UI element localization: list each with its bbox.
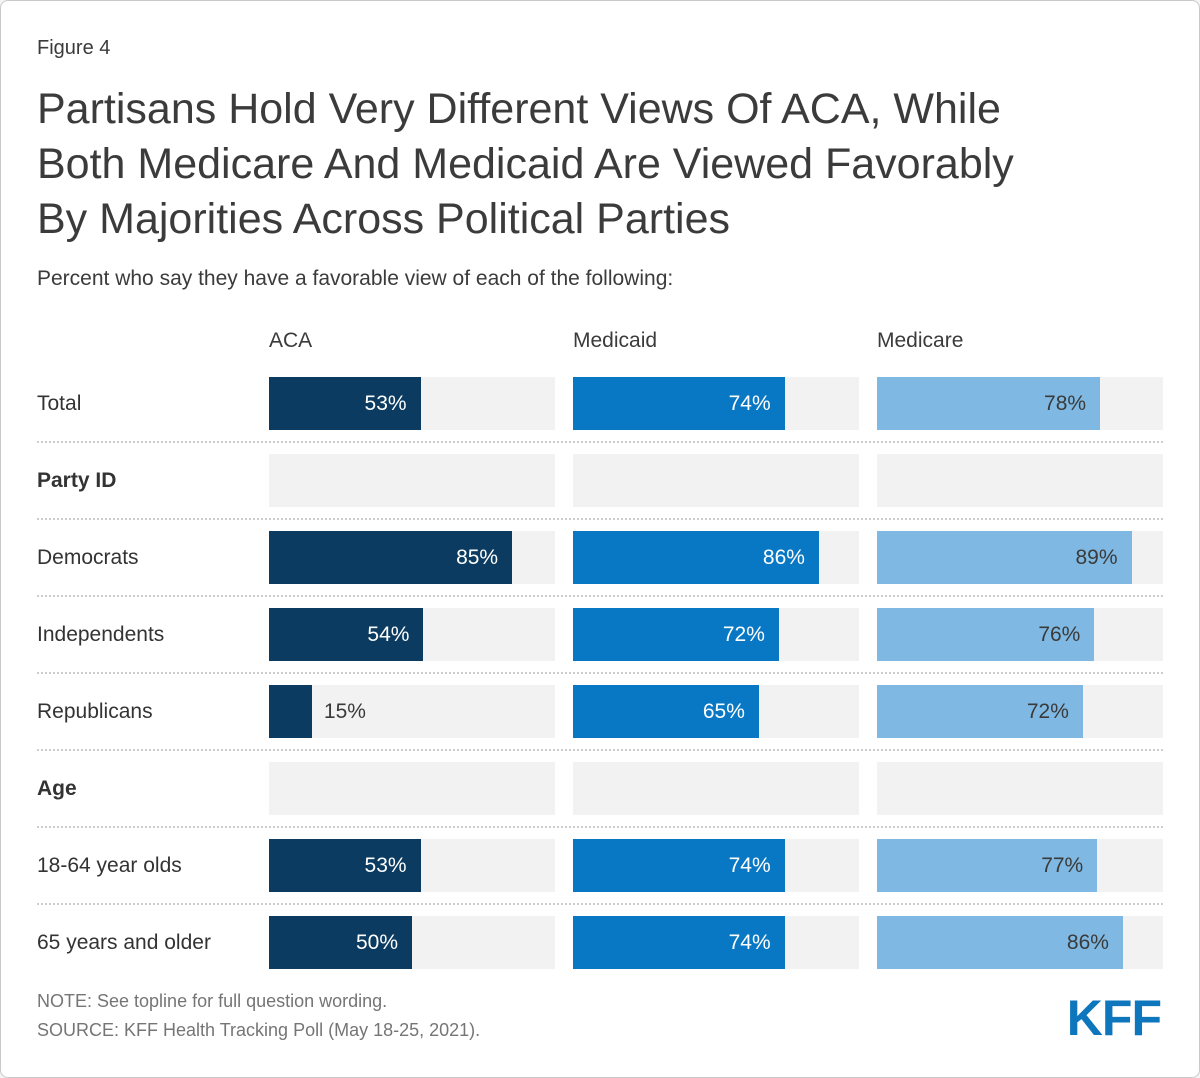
bar-value-label: 74% [728, 391, 771, 415]
bar-track: 74% [573, 916, 859, 969]
bar-fill: 50% [269, 916, 412, 969]
row-label: 18-64 year olds [37, 853, 182, 877]
bar-track: 74% [573, 377, 859, 430]
bar-track: 89% [877, 531, 1163, 584]
bar-track: 85% [269, 531, 555, 584]
data-row: 65 years and older 50% 74% 86% [37, 903, 1163, 980]
row-label: 65 years and older [37, 930, 211, 954]
bar-track: 53% [269, 839, 555, 892]
bar-value-label: 89% [1075, 545, 1118, 569]
bar-fill: 86% [877, 916, 1123, 969]
bar-track [269, 762, 555, 815]
bar-value-label: 86% [1066, 930, 1109, 954]
bar-fill: 85% [269, 531, 513, 584]
bar-value-label: 78% [1044, 391, 1087, 415]
bar-fill: 54% [269, 608, 424, 661]
row-label: Total [37, 391, 82, 415]
chart-subtitle: Percent who say they have a favorable vi… [37, 267, 674, 290]
data-row: 18-64 year olds 53% 74% 77% [37, 826, 1163, 903]
data-row: Democrats 85% 86% 89% [37, 518, 1163, 595]
column-header-aca: ACA [269, 329, 313, 352]
bar-value-label: 65% [702, 699, 745, 723]
bar-track: 86% [573, 531, 859, 584]
bar-value-label: 53% [364, 853, 407, 877]
source-text: SOURCE: KFF Health Tracking Poll (May 18… [37, 1020, 481, 1040]
bar-value-label: 74% [728, 930, 771, 954]
header-spacer [37, 329, 269, 353]
section-row: Party ID [37, 441, 1163, 518]
bar-value-label: 53% [364, 391, 407, 415]
bar-value-label: 72% [722, 622, 765, 646]
bar-fill: 53% [269, 377, 421, 430]
data-row: Total 53% 74% 78% [37, 366, 1163, 441]
bar-value-label: 54% [367, 622, 410, 646]
footer-notes: NOTE: See topline for full question word… [37, 987, 480, 1045]
bar-fill: 74% [573, 839, 785, 892]
bar-track: 15% [269, 685, 555, 738]
bar-fill: 53% [269, 839, 421, 892]
bar-track [269, 454, 555, 507]
bar-value-label: 76% [1038, 622, 1081, 646]
bar-fill: 65% [573, 685, 759, 738]
bar-chart: ACA Medicaid Medicare Total 53% 74% 78% Part… [37, 329, 1163, 980]
bar-fill: 77% [877, 839, 1098, 892]
bar-value-label: 15% [323, 699, 366, 723]
bar-fill [269, 685, 312, 738]
kff-logo: KFF [1066, 990, 1162, 1046]
bar-track [877, 454, 1163, 507]
title-line-3: By Majorities Across Political Parties [37, 195, 730, 243]
bar-track: 76% [877, 608, 1163, 661]
bar-track: 50% [269, 916, 555, 969]
data-row: Independents 54% 72% 76% [37, 595, 1163, 672]
row-label: Republicans [37, 699, 153, 723]
bar-track: 72% [877, 685, 1163, 738]
row-label: Age [37, 776, 77, 800]
bar-track [573, 762, 859, 815]
bar-value-label: 86% [762, 545, 805, 569]
row-label: Party ID [37, 468, 117, 492]
column-headers: ACA Medicaid Medicare [37, 329, 1163, 353]
bar-value-label: 77% [1041, 853, 1084, 877]
section-row: Age [37, 749, 1163, 826]
bar-fill: 72% [573, 608, 779, 661]
note-text: NOTE: See topline for full question word… [37, 991, 388, 1011]
bar-fill: 89% [877, 531, 1132, 584]
bar-value-label: 50% [355, 930, 398, 954]
bar-track [573, 454, 859, 507]
row-label: Independents [37, 622, 165, 646]
figure-label: Figure 4 [37, 37, 111, 59]
data-row: Republicans 15% 65% 72% [37, 672, 1163, 749]
bar-value-label: 85% [456, 545, 499, 569]
title-line-2: Both Medicare And Medicaid Are Viewed Fa… [37, 140, 1014, 188]
chart-rows: Total 53% 74% 78% Party ID Democrats 85% 86% 89%… [37, 366, 1163, 980]
bar-track: 86% [877, 916, 1163, 969]
bar-fill: 72% [877, 685, 1083, 738]
row-label: Democrats [37, 545, 139, 569]
bar-fill: 74% [573, 377, 785, 430]
title-line-1: Partisans Hold Very Different Views Of A… [37, 85, 1001, 133]
column-header-medicare: Medicare [877, 329, 964, 352]
bar-track: 77% [877, 839, 1163, 892]
bar-fill: 78% [877, 377, 1101, 430]
bar-track: 54% [269, 608, 555, 661]
bar-track [877, 762, 1163, 815]
column-header-medicaid: Medicaid [573, 329, 658, 352]
bar-track: 72% [573, 608, 859, 661]
bar-track: 74% [573, 839, 859, 892]
bar-value-label: 72% [1026, 699, 1069, 723]
page-title: Partisans Hold Very Different Views Of A… [37, 82, 1163, 247]
bar-fill: 76% [877, 608, 1095, 661]
bar-fill: 74% [573, 916, 785, 969]
bar-fill: 86% [573, 531, 819, 584]
bar-track: 53% [269, 377, 555, 430]
bar-value-label: 74% [728, 853, 771, 877]
bar-track: 78% [877, 377, 1163, 430]
bar-track: 65% [573, 685, 859, 738]
